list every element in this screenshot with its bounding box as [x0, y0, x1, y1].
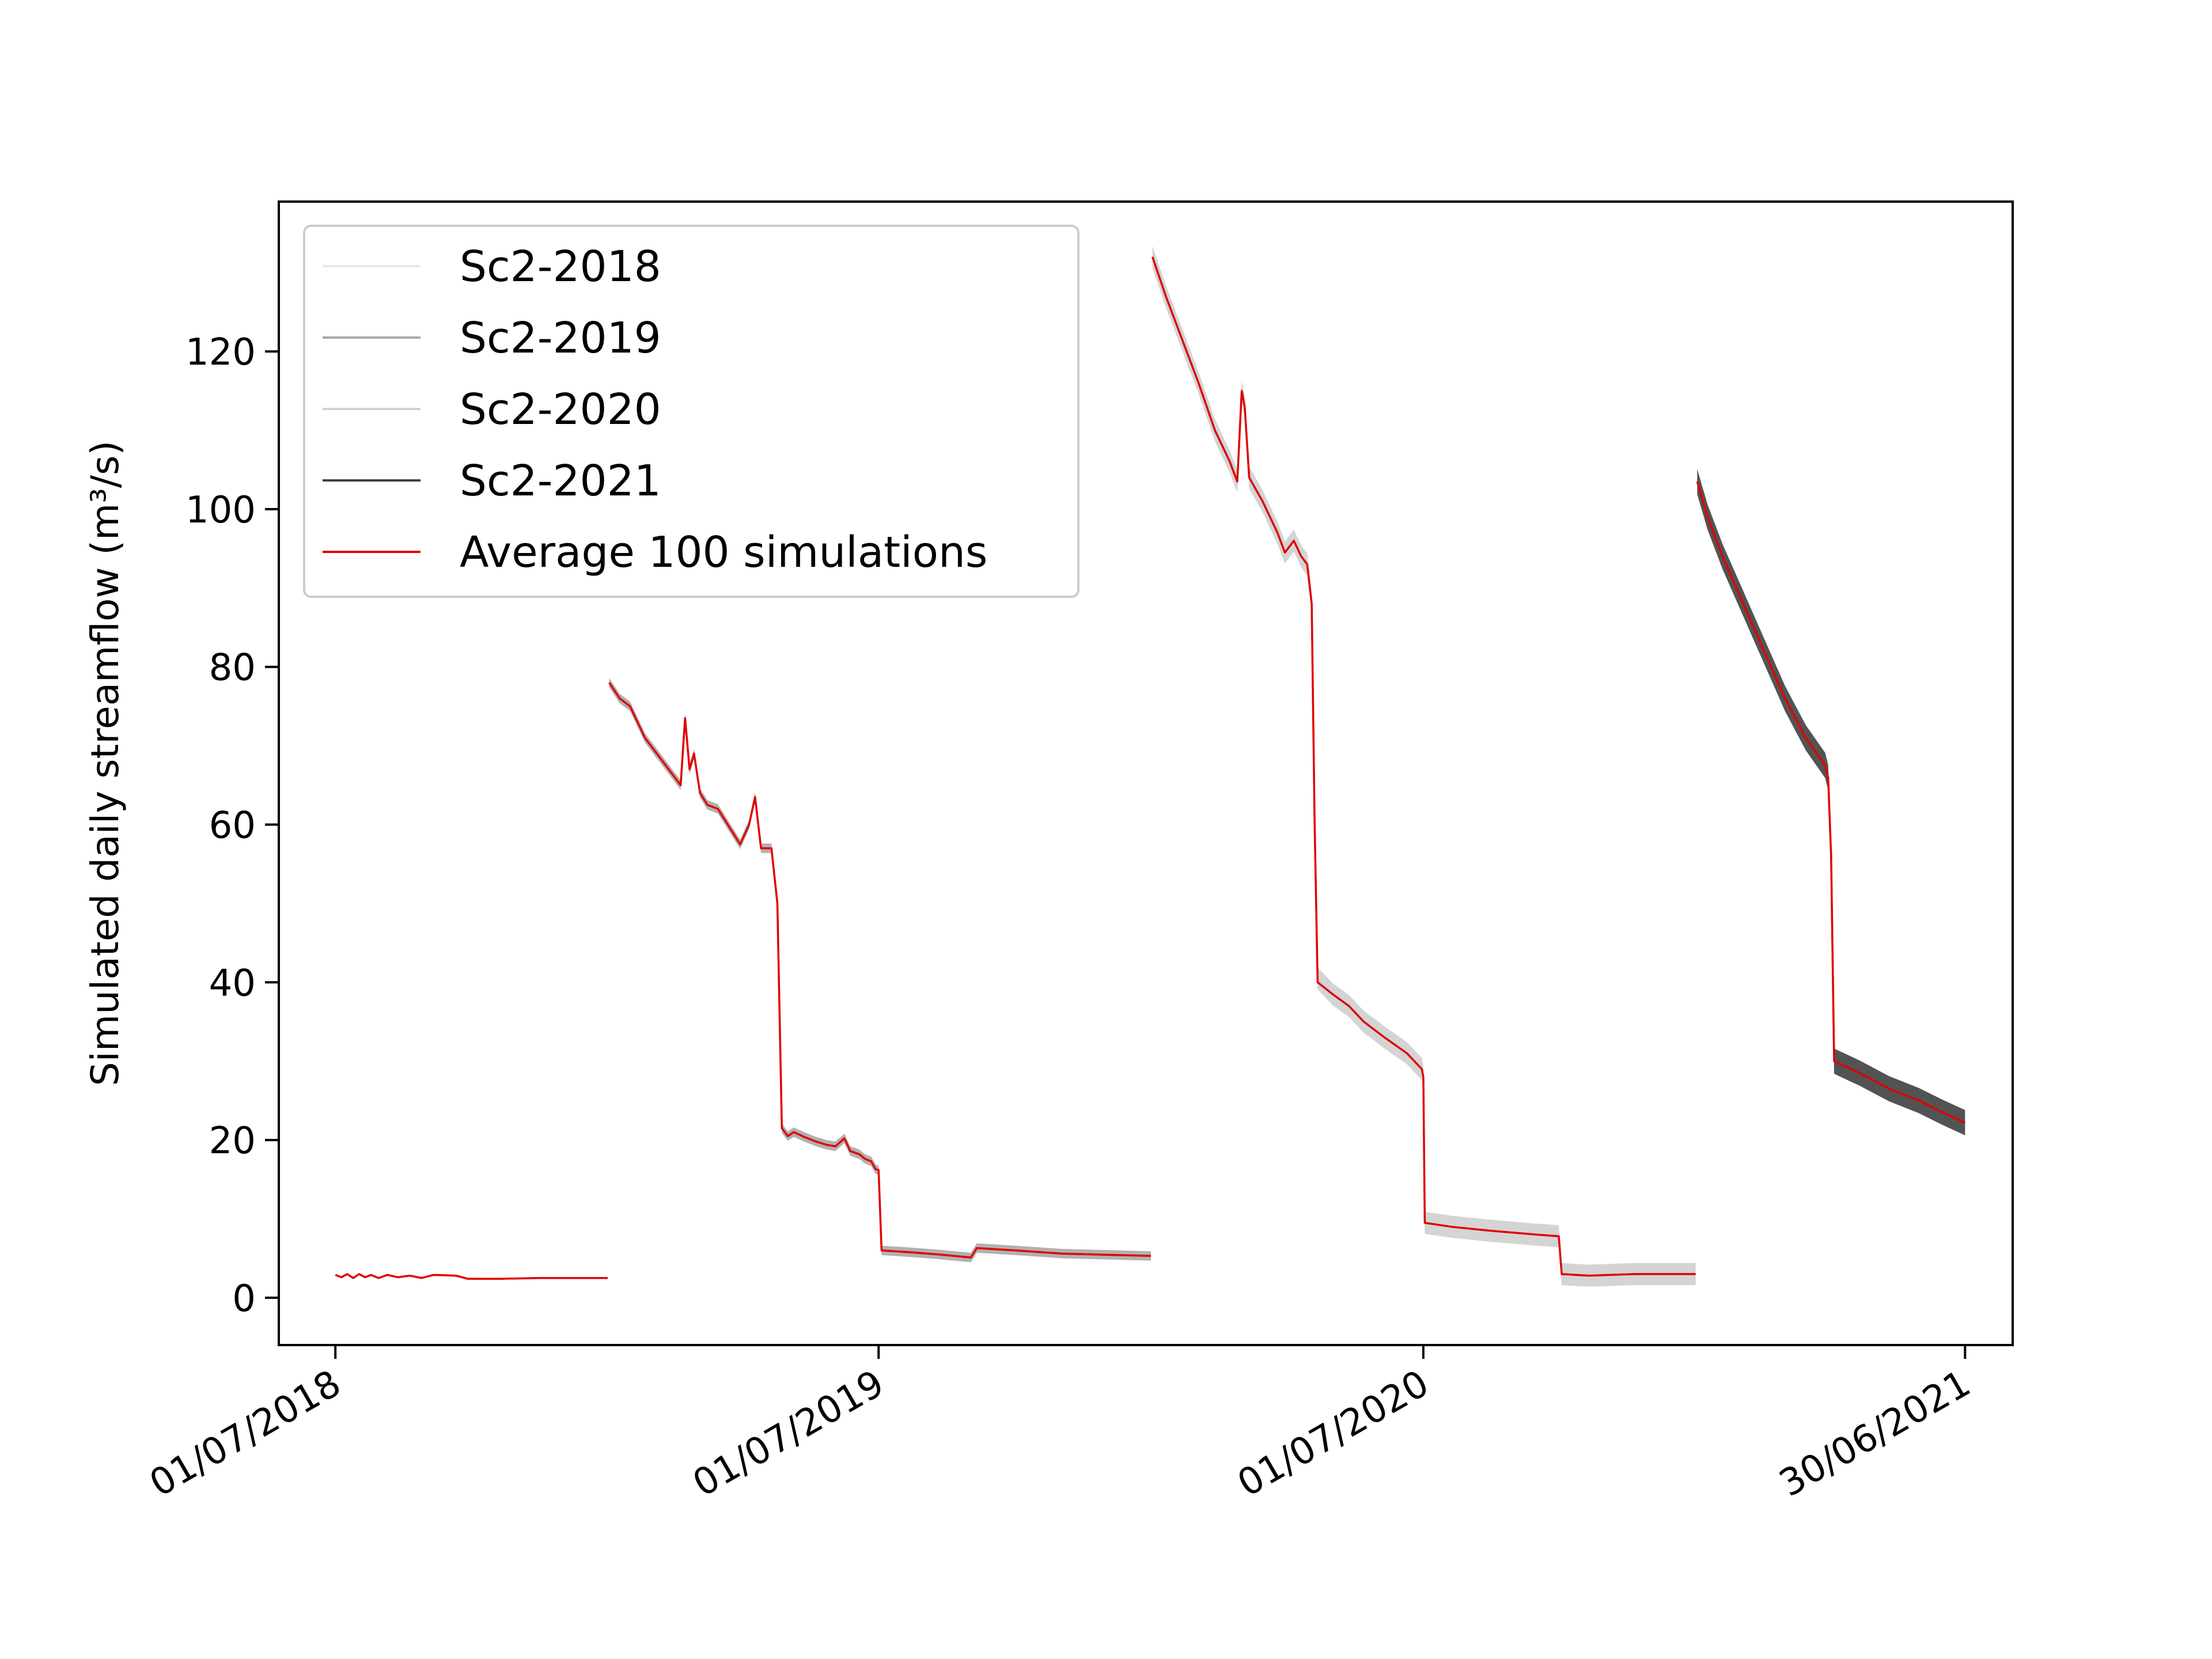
- legend-label-3: Sc2-2021: [460, 456, 661, 506]
- y-tick-label-5: 100: [185, 489, 256, 532]
- legend-label-0: Sc2-2018: [460, 242, 661, 291]
- series-line-4-3: [1696, 481, 1966, 1124]
- y-tick-label-2: 40: [209, 962, 256, 1005]
- series-4: [335, 256, 1966, 1280]
- y-axis-label: Simulated daily streamflow (m³/s): [83, 441, 127, 1086]
- series-line-4-2: [1151, 256, 1696, 1277]
- legend-label-4: Average 100 simulations: [460, 528, 987, 577]
- y-axis: 0 20 40 60 80 100 120: [185, 331, 279, 1320]
- legend-label-2: Sc2-2020: [460, 385, 661, 434]
- series-line-4-1: [608, 682, 1152, 1259]
- y-tick-label-1: 20: [209, 1120, 256, 1162]
- plot-frame: [278, 200, 2014, 1346]
- y-tick-label-3: 60: [209, 804, 256, 847]
- legend: Sc2-2018 Sc2-2019 Sc2-2020 Sc2-2021 Average …: [303, 225, 1080, 598]
- y-tick-label-0: 0: [232, 1278, 256, 1320]
- series-line-4-0: [335, 1273, 608, 1280]
- series-layer: [335, 245, 1966, 1287]
- y-tick-label-6: 120: [185, 331, 256, 374]
- legend-box: [303, 225, 1080, 598]
- y-tick-label-4: 80: [209, 647, 256, 690]
- legend-label-1: Sc2-2019: [460, 313, 661, 363]
